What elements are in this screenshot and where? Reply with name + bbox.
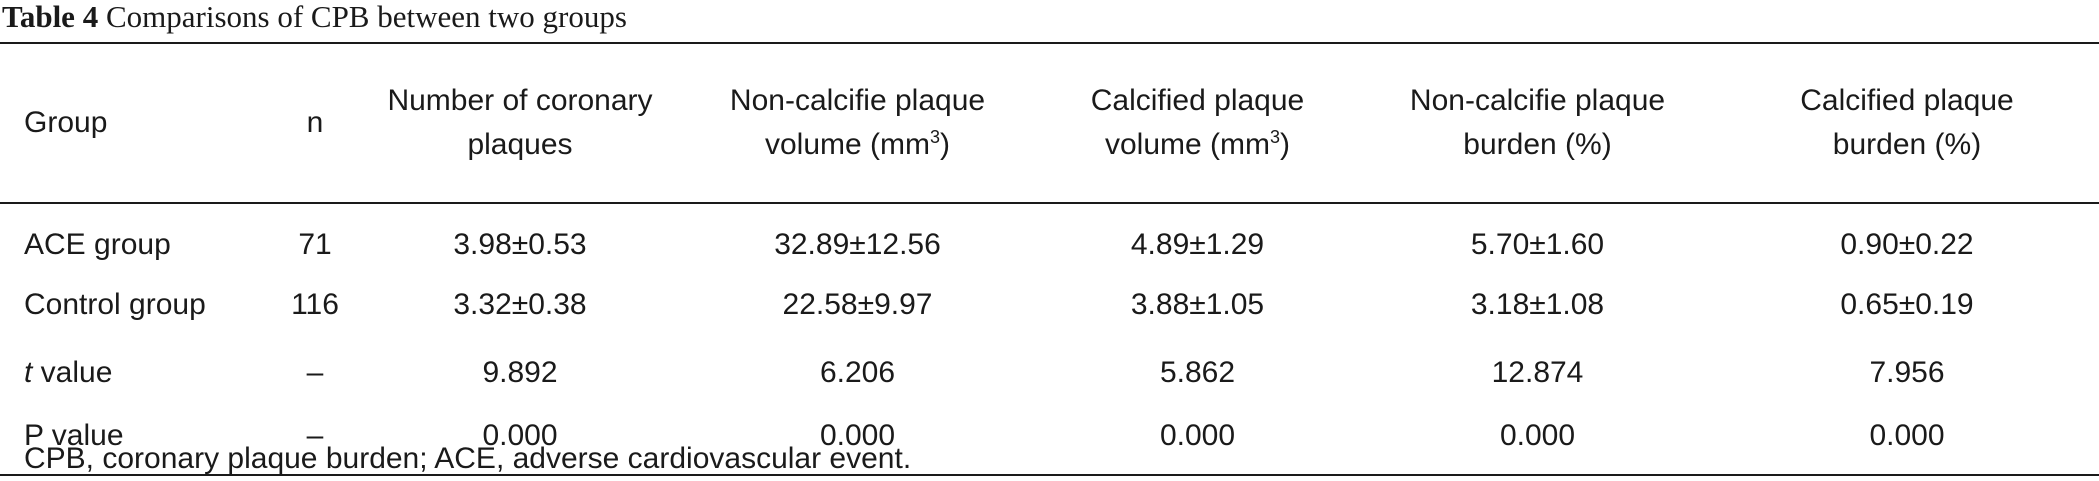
cell-noncalc-volume: 32.89±12.56 [774, 227, 941, 261]
cell-calc-burden: 0.000 [1869, 418, 1945, 452]
cell-group: ACE group [24, 227, 171, 261]
table-footnote: CPB, coronary plaque burden; ACE, advers… [24, 442, 912, 475]
cell-noncalc-volume: 22.58±9.97 [782, 288, 933, 321]
header-number-of-plaques: Number of coronary plaques [360, 43, 680, 204]
cell-noncalc-volume: 6.206 [819, 356, 896, 389]
table-row-control-group: Control group 116 3.32±0.38 22.58±9.97 3… [0, 271, 2099, 339]
comparison-table: Group n Number of coronary plaques Non-c… [0, 42, 2099, 476]
table-row-p-value: P value – 0.000 0.000 0.000 0.000 0.000 [0, 407, 2099, 475]
cell-num-plaques: 3.32±0.38 [453, 288, 587, 321]
table-title: Comparisons of CPB between two groups [105, 0, 627, 34]
cell-calc-volume: 4.89±1.29 [1130, 227, 1265, 261]
cell-num-plaques: 0.000 [482, 418, 558, 452]
header-noncalcified-volume: Non-calcifie plaque volume (mm3) [680, 43, 1035, 204]
cell-noncalc-burden: 12.874 [1491, 356, 1584, 389]
cell-noncalc-burden: 0.000 [1499, 418, 1576, 452]
cell-calc-volume: 5.862 [1159, 356, 1236, 389]
cell-group: P value [24, 418, 124, 452]
cell-num-plaques: 9.892 [482, 356, 558, 389]
cell-n: – [306, 418, 324, 452]
table-row-t-value: t value – 9.892 6.206 5.862 12.874 7.956 [0, 339, 2099, 407]
cell-n: 116 [291, 288, 339, 321]
cell-calc-volume: 3.88±1.05 [1130, 288, 1265, 321]
cell-noncalc-volume: 0.000 [819, 418, 896, 452]
cell-noncalc-burden: 3.18±1.08 [1470, 288, 1605, 321]
header-row: Group n Number of coronary plaques Non-c… [0, 43, 2099, 204]
cell-calc-burden: 0.90±0.22 [1840, 227, 1974, 261]
cell-calc-burden: 7.956 [1869, 356, 1945, 389]
cell-num-plaques: 3.98±0.53 [453, 227, 587, 261]
cell-group: Control group [24, 288, 206, 321]
cell-group: t value [24, 356, 113, 389]
cell-n: – [306, 356, 324, 389]
cell-calc-burden: 0.65±0.19 [1840, 288, 1974, 321]
header-calcified-volume: Calcified plaque volume (mm3) [1035, 43, 1360, 204]
table-number: Table 4 [2, 0, 99, 34]
table-row-ace-group: ACE group 71 3.98±0.53 32.89±12.56 4.89±… [0, 203, 2099, 271]
cell-calc-volume: 0.000 [1159, 418, 1236, 452]
cell-n: 71 [298, 227, 332, 261]
table-caption: Table 4 Comparisons of CPB between two g… [2, 0, 627, 38]
cell-noncalc-burden: 5.70±1.60 [1470, 227, 1605, 261]
header-calcified-burden: Calcified plaque burden (%) [1715, 43, 2099, 204]
header-noncalcified-burden: Non-calcifie plaque burden (%) [1360, 43, 1715, 204]
header-group: Group [0, 43, 270, 204]
header-n: n [270, 43, 360, 204]
